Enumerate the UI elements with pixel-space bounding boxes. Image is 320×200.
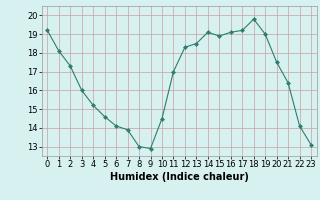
X-axis label: Humidex (Indice chaleur): Humidex (Indice chaleur) xyxy=(110,172,249,182)
